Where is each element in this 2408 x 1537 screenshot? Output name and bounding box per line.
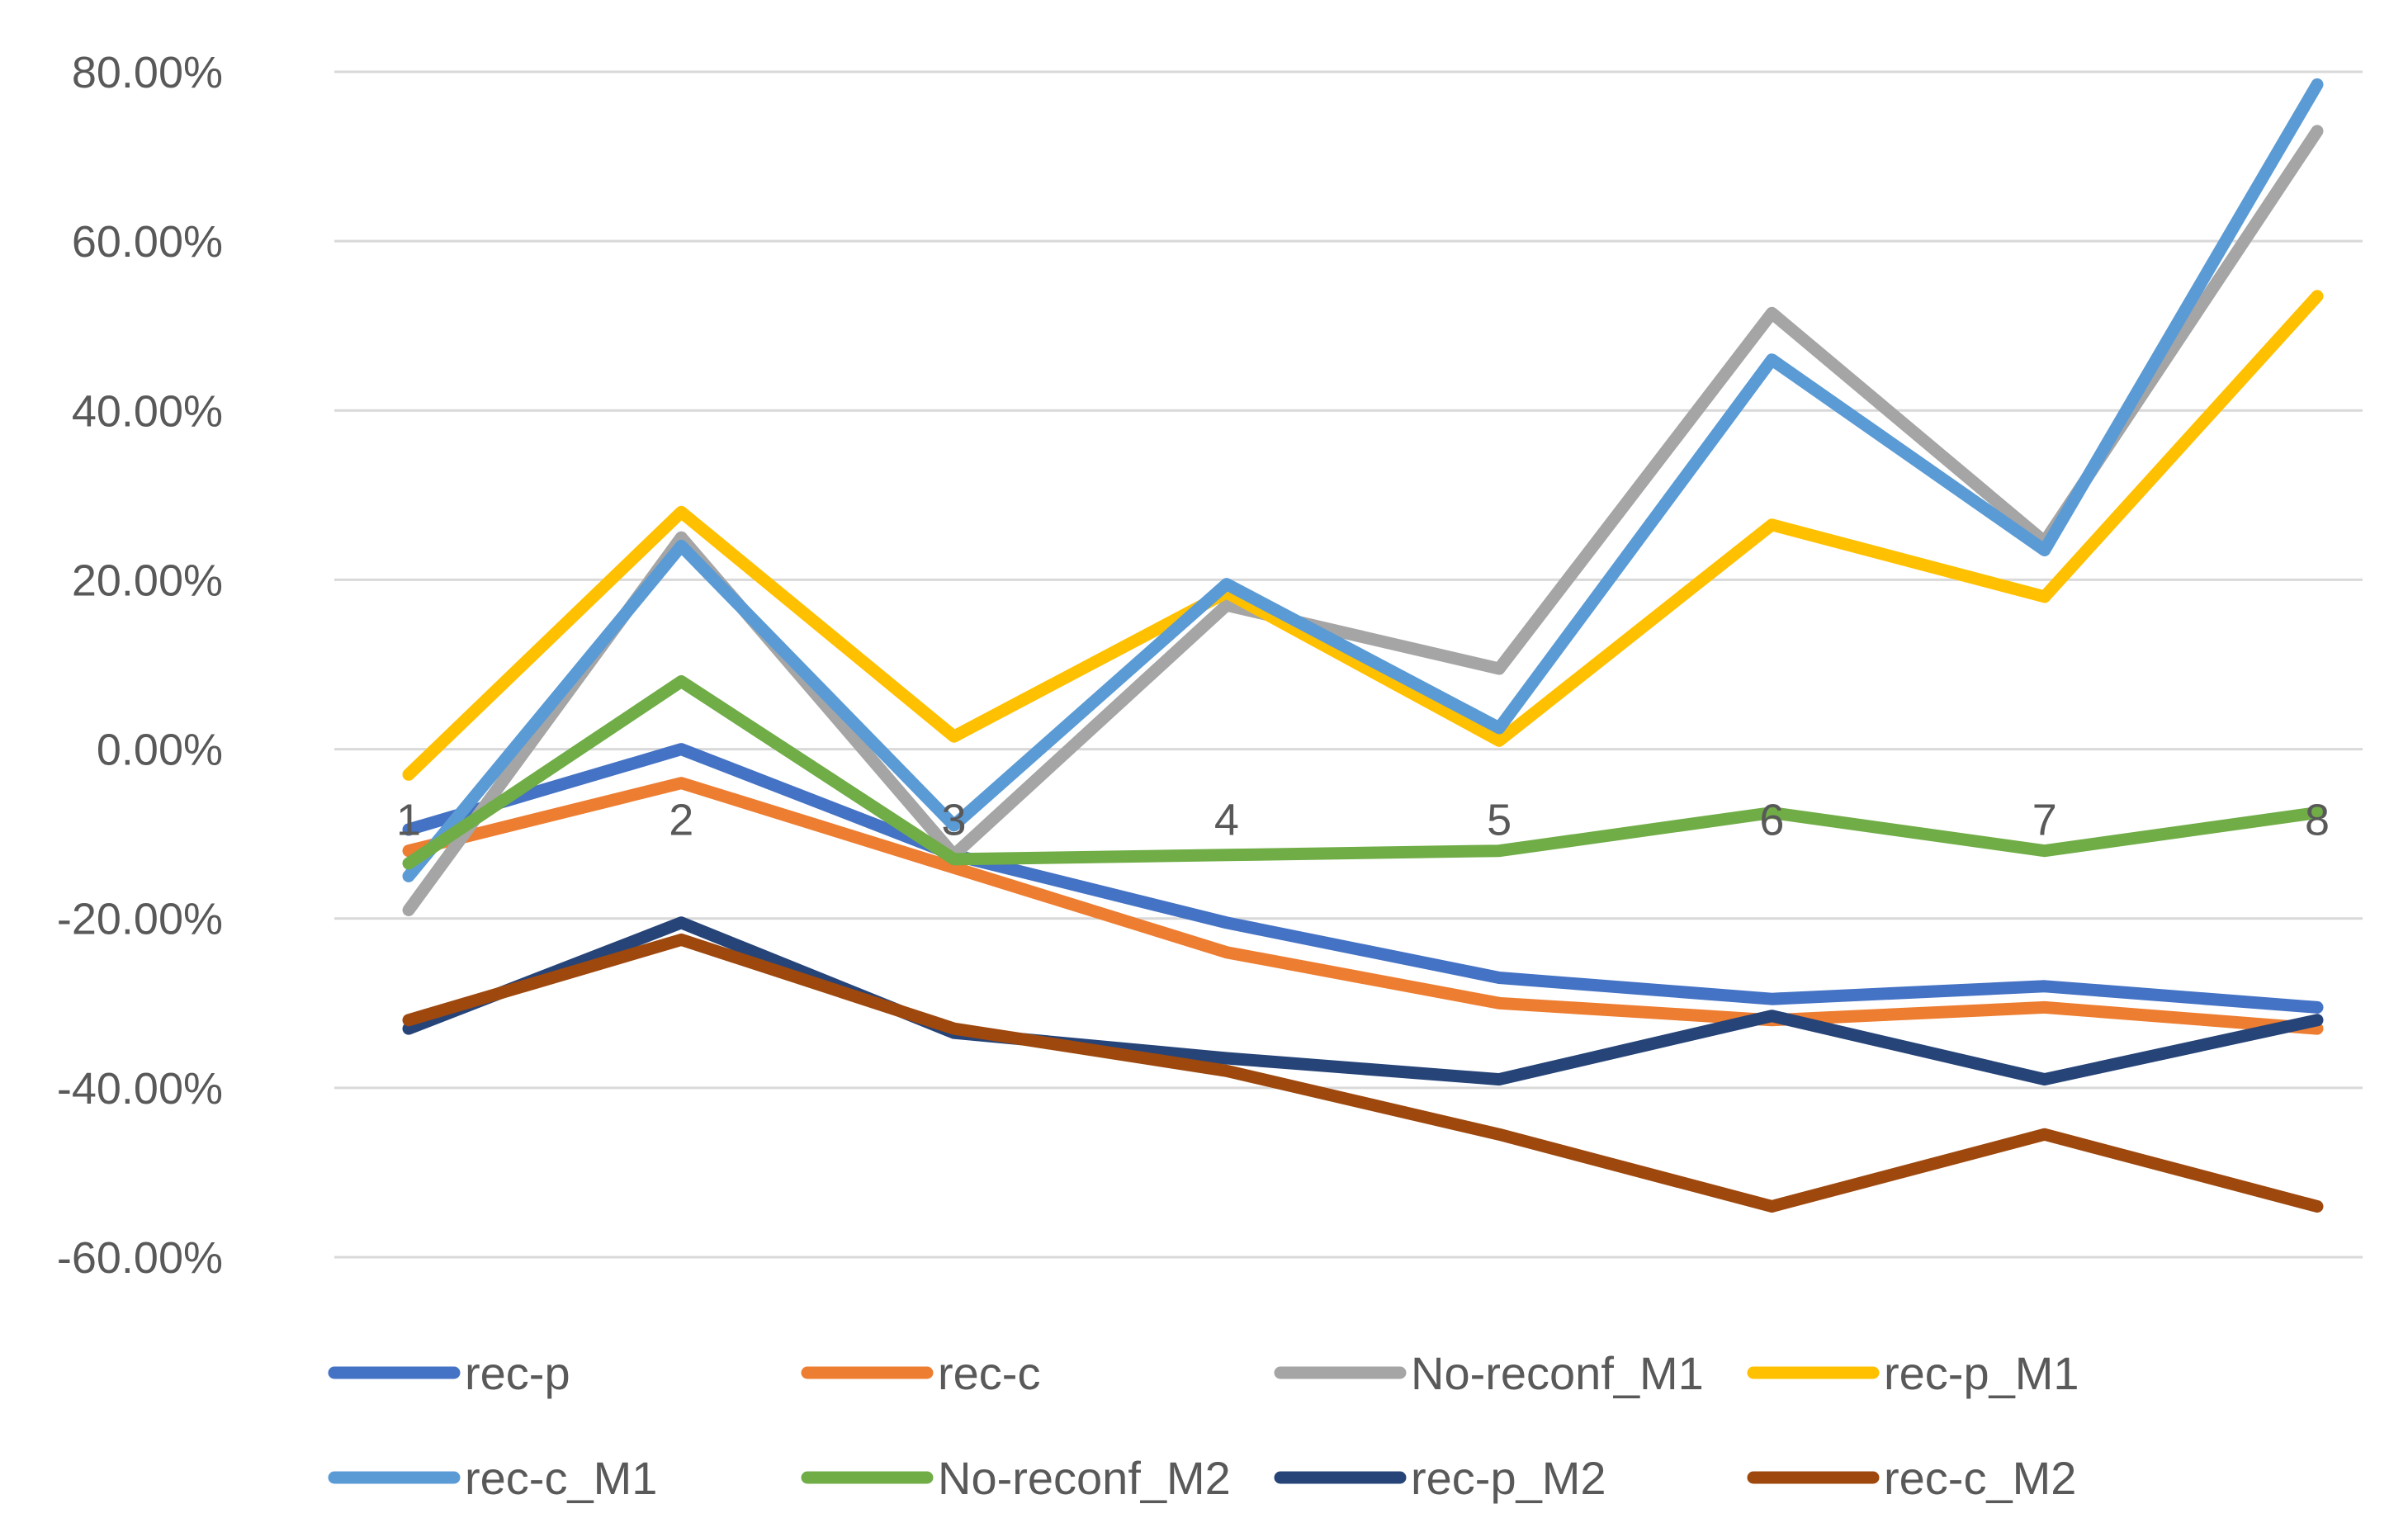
x-tick-label: 8: [2305, 796, 2330, 845]
legend-label: No-reconf_M2: [938, 1452, 1231, 1504]
y-tick-label: -60.00%: [57, 1233, 223, 1283]
legend-label: rec-p_M2: [1411, 1452, 1606, 1504]
series-lines: [402, 78, 2324, 1213]
series-line-rec-p_M2: [402, 916, 2324, 1086]
series-line-No-reconf_M2: [402, 675, 2324, 870]
legend-item: rec-c: [801, 1347, 1040, 1399]
legend-item: No-reconf_M1: [1274, 1347, 1704, 1399]
legend-label: rec-c_M2: [1884, 1452, 2076, 1504]
x-tick-label: 2: [669, 796, 693, 845]
legend-item: rec-p_M1: [1747, 1347, 2079, 1399]
legend-label: rec-c: [938, 1347, 1040, 1399]
y-tick-label: 60.00%: [72, 217, 223, 267]
legend-label: rec-p: [465, 1347, 570, 1399]
series-line-rec-c: [402, 777, 2324, 1035]
legend-item: No-reconf_M2: [801, 1452, 1231, 1504]
series-line-rec-p: [402, 743, 2324, 1014]
series-line-rec-c_M2: [402, 933, 2324, 1213]
legend-item: rec-c_M1: [328, 1452, 657, 1504]
x-tick-label: 1: [396, 796, 421, 845]
x-tick-label: 5: [1487, 796, 1512, 845]
y-tick-label: 0.00%: [97, 726, 223, 775]
series-line-rec-p_M1: [402, 290, 2324, 781]
legend-item: rec-c_M2: [1747, 1452, 2076, 1504]
legend: rec-p rec-c No-reconf_M1 rec-p_M1 rec-c_M1 No…: [328, 1347, 2079, 1504]
legend-item: rec-p_M2: [1274, 1452, 1606, 1504]
x-tick-label: 3: [942, 796, 967, 845]
y-tick-label: 40.00%: [72, 386, 223, 436]
legend-label: rec-c_M1: [465, 1452, 657, 1504]
x-axis: 1 2 3 4 5 6 7 8: [396, 796, 2330, 845]
y-tick-label: 20.00%: [72, 556, 223, 605]
y-tick-label: -20.00%: [57, 895, 223, 944]
y-tick-label: 80.00%: [72, 48, 223, 97]
series-line-rec-c_M1: [402, 78, 2324, 882]
x-tick-label: 6: [1759, 796, 1784, 845]
x-tick-label: 4: [1214, 796, 1239, 845]
y-axis: 80.00% 60.00% 40.00% 20.00% 0.00% -20.00% -40.…: [57, 48, 223, 1283]
legend-label: No-reconf_M1: [1411, 1347, 1704, 1399]
y-tick-label: -40.00%: [57, 1064, 223, 1114]
legend-item: rec-p: [328, 1347, 570, 1399]
legend-label: rec-p_M1: [1884, 1347, 2079, 1399]
x-tick-label: 7: [2032, 796, 2057, 845]
